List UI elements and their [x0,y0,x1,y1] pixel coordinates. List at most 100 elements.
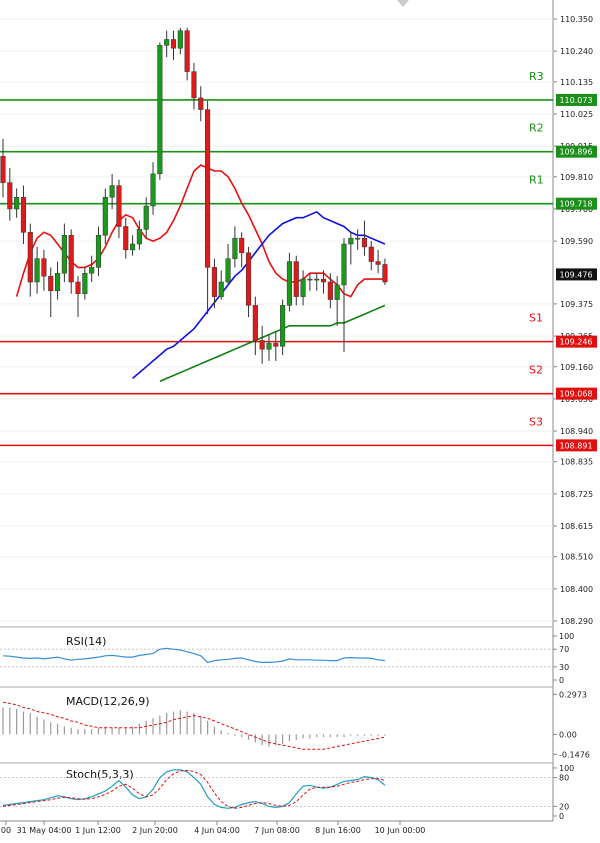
ma-slow-line [159,304,386,383]
level-name-s1: S1 [529,312,543,325]
level-name-r1: R1 [529,174,544,187]
price-tick-label: 110.025 [560,110,593,119]
candle-body [89,267,95,274]
level-price-label: 109.068 [559,390,592,399]
candle-body [177,30,183,49]
candle-body [320,278,327,283]
candle-body [14,197,20,210]
candle-body [157,45,163,175]
level-price-box [556,145,597,158]
level-price-box [556,197,597,210]
level-price-box [556,439,597,452]
candle-body [239,237,245,254]
candle-body [300,278,306,297]
candle-body [130,243,136,251]
x-tick-label: 7 Jun 08:00 [254,826,300,835]
candle-body [218,281,224,297]
candle-body [34,258,40,283]
rsi-tick-label: 70 [559,645,569,654]
stoch-tick-label: 100 [559,764,574,773]
candle-body [170,39,177,49]
level-price-label: 109.718 [559,200,592,209]
candle-body [348,237,354,245]
level-price-box [556,93,597,106]
candle-body [382,264,388,283]
current-price-label: 109.476 [559,270,592,279]
candle-body [245,252,252,306]
macd-tick-label: -0.1476 [559,750,590,759]
rsi-layer: 100 70 30 0 [0,632,574,685]
candle-body [20,197,27,233]
stoch-title: Stoch(5,3,3) [66,768,134,781]
macd-tick-label: 0.2973 [559,690,587,699]
candle-body [307,278,313,281]
price-tick-label: 109.810 [560,173,593,182]
macd-title: MACD(12,26,9) [66,695,150,708]
price-tick-label: 110.350 [560,15,593,24]
x-tick-label: 8 Jun 16:00 [315,826,361,835]
price-tick-label: 110.240 [560,47,593,56]
scroll-arrow-icon[interactable] [397,0,409,7]
candle-body [341,243,347,286]
ma-medium-line [132,210,386,380]
macd-layer: 0.2973 0.00 -0.1476 [2,690,590,759]
level-price-label: 109.246 [559,338,592,347]
level-price-label: 109.896 [559,148,592,157]
candle-body [225,258,231,283]
price-tick-label: 108.615 [560,522,593,531]
candle-body [61,235,67,274]
level-price-box [556,335,597,348]
price-tick-label: 109.590 [560,237,593,246]
candle-body [273,343,279,347]
candle-body [266,343,272,350]
candle-body [82,272,88,294]
price-panel-bg [0,0,553,625]
candle-body [334,284,340,300]
candle-body [198,97,204,110]
candle-body [361,237,368,248]
rsi-tick-label: 30 [559,663,569,672]
candle-body [0,156,6,183]
x-tick-label: 2 Jun 20:00 [132,826,178,835]
stoch-tick-label: 0 [559,812,564,821]
stoch-k-line [2,769,386,809]
candle-body [27,232,33,283]
x-tick-label: 1 Jun 12:00 [75,826,121,835]
price-tick-label: 108.400 [560,585,593,594]
price-tick-label: 110.135 [560,78,593,87]
candle-body [293,261,299,297]
level-name-r2: R2 [529,122,544,135]
x-tick-label: 4 Jun 04:00 [194,826,240,835]
candle-body [143,205,149,230]
candle-body [116,185,122,227]
stoch-tick-label: 20 [559,802,569,811]
candle-body [252,305,258,341]
candle-body [375,261,381,265]
rsi-title: RSI(14) [66,635,106,648]
x-tick-label: 00 [1,826,11,835]
candle-body [355,237,361,240]
x-axis-labels: 00 31 May 04:00 1 Jun 12:00 2 Jun 20:00 4 Ju… [1,821,426,835]
level-price-box [556,387,597,400]
candle-body [164,39,170,46]
candle-body [109,185,115,198]
candle-body [368,246,374,262]
stoch-tick-label: 80 [559,774,569,783]
candle-body [95,235,102,268]
price-layer: 110.350110.240110.135110.025109.915109.8… [0,15,597,626]
level-price-label: 110.073 [559,96,592,105]
candle-body [259,340,265,350]
level-name-s2: S2 [529,364,543,377]
level-name-s3: S3 [529,415,543,428]
current-price-box [556,268,597,281]
candle-body [327,281,333,300]
x-tick-label: 10 Jun 00:00 [375,826,426,835]
candle-body [7,182,13,210]
x-tick-label: 31 May 04:00 [17,826,72,835]
candle-body [280,305,286,347]
rsi-tick-label: 0 [559,676,564,685]
stoch-d-line [2,769,386,809]
candle-body [314,278,320,281]
candle-body [191,71,197,99]
